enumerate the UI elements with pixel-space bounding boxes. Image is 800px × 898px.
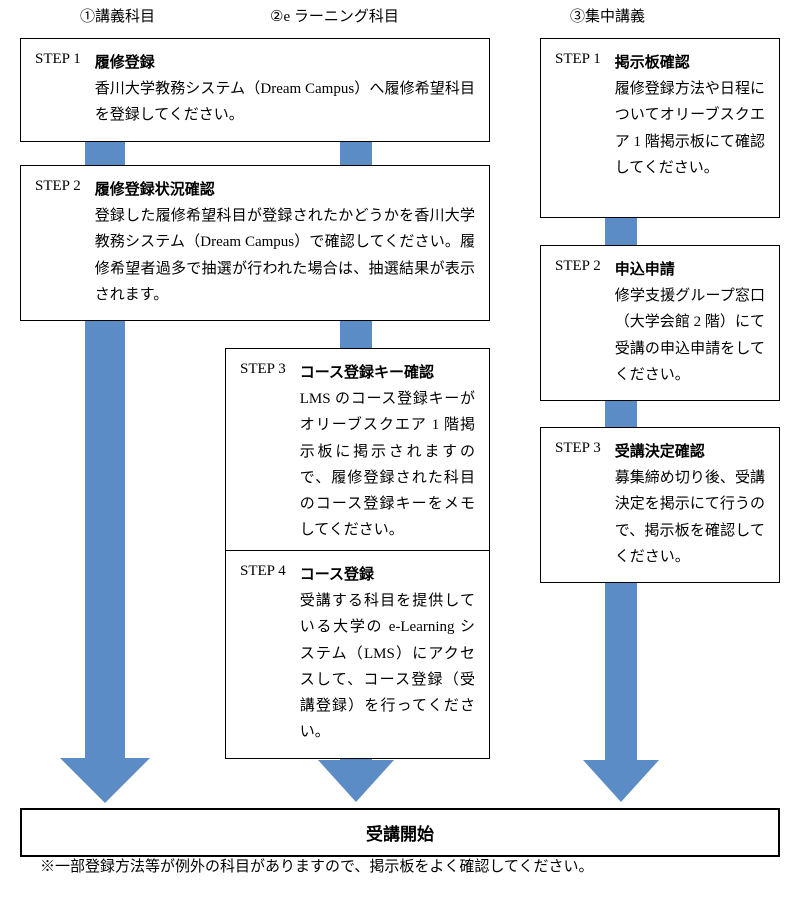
step-row: STEP 3 受講決定確認募集締め切り後、受講決定を掲示にて行うので、掲示板を確認… <box>555 440 765 570</box>
step-label: STEP 3 <box>555 440 601 570</box>
step-body: 履修登録香川大学教務システム（Dream Campus）へ履修希望科目を登録して… <box>95 51 475 129</box>
right_steps-box-0: STEP 1 掲示板確認履修登録方法や日程についてオリーブスクエア 1 階掲示板に… <box>540 38 780 218</box>
step-label: STEP 1 <box>35 51 81 129</box>
arrow-head <box>318 760 394 802</box>
step-row: STEP 1 掲示板確認履修登録方法や日程についてオリーブスクエア 1 階掲示板に… <box>555 51 765 181</box>
step-desc: 登録した履修希望科目が登録されたかどうかを香川大学教務システム（Dream Ca… <box>95 203 475 308</box>
left_steps-box-0: STEP 1 履修登録香川大学教務システム（Dream Campus）へ履修希望科… <box>20 38 490 142</box>
step-title: コース登録 <box>300 563 475 584</box>
step-title: 受講決定確認 <box>615 440 765 461</box>
column-header-col2: ②e ラーニング科目 <box>270 5 399 26</box>
step-desc: LMS のコース登録キーがオリーブスクエア 1 階掲示板に掲示されますので、履修… <box>300 386 475 544</box>
right_steps-box-1: STEP 2 申込申請修学支援グループ窓口（大学会館 2 階）にて受講の申込申請を… <box>540 245 780 401</box>
column-header-col1: ①講義科目 <box>80 5 155 26</box>
step-row: STEP 3 コース登録キー確認 LMS のコース登録キーがオリーブスクエア 1 階… <box>240 361 475 544</box>
final-box: 受講開始 <box>20 808 780 857</box>
step-desc: 履修登録方法や日程についてオリーブスクエア 1 階掲示板にて確認してください。 <box>615 76 765 181</box>
step-body: コース登録キー確認 LMS のコース登録キーがオリーブスクエア 1 階掲示板に掲示… <box>300 361 475 544</box>
step-title: 掲示板確認 <box>615 51 765 72</box>
step-desc: 募集締め切り後、受講決定を掲示にて行うので、掲示板を確認してください。 <box>615 465 765 570</box>
step-label: STEP 3 <box>240 361 286 544</box>
step-label: STEP 2 <box>35 178 81 308</box>
step-title: 申込申請 <box>615 258 765 279</box>
right_steps-box-2: STEP 3 受講決定確認募集締め切り後、受講決定を掲示にて行うので、掲示板を確認… <box>540 427 780 583</box>
arrow-head <box>60 758 150 803</box>
step-body: 履修登録状況確認登録した履修希望科目が登録されたかどうかを香川大学教務システム（… <box>95 178 475 308</box>
step-title: 履修登録状況確認 <box>95 178 475 199</box>
step-desc: 香川大学教務システム（Dream Campus）へ履修希望科目を登録してください… <box>95 76 475 129</box>
step-body: 掲示板確認履修登録方法や日程についてオリーブスクエア 1 階掲示板にて確認してく… <box>615 51 765 181</box>
left_steps-box-1: STEP 2 履修登録状況確認登録した履修希望科目が登録されたかどうかを香川大学教… <box>20 165 490 321</box>
step-row: STEP 2 申込申請修学支援グループ窓口（大学会館 2 階）にて受講の申込申請を… <box>555 258 765 388</box>
step-label: STEP 4 <box>240 563 286 746</box>
step-desc: 受講する科目を提供している大学の e-Learning システム（LMS）にアク… <box>300 588 475 746</box>
mid_steps-box-0: STEP 3 コース登録キー確認 LMS のコース登録キーがオリーブスクエア 1 階… <box>225 348 490 557</box>
step-row: STEP 4 コース登録受講する科目を提供している大学の e-Learning シ… <box>240 563 475 746</box>
mid_steps-box-1: STEP 4 コース登録受講する科目を提供している大学の e-Learning シ… <box>225 550 490 759</box>
column-header-col3: ③集中講義 <box>570 5 645 26</box>
step-row: STEP 1 履修登録香川大学教務システム（Dream Campus）へ履修希望科… <box>35 51 475 129</box>
step-title: コース登録キー確認 <box>300 361 475 382</box>
footnote: ※一部登録方法等が例外の科目がありますので、掲示板をよく確認してください。 <box>40 855 594 876</box>
step-body: 受講決定確認募集締め切り後、受講決定を掲示にて行うので、掲示板を確認してください… <box>615 440 765 570</box>
step-body: コース登録受講する科目を提供している大学の e-Learning システム（LM… <box>300 563 475 746</box>
step-body: 申込申請修学支援グループ窓口（大学会館 2 階）にて受講の申込申請をしてください… <box>615 258 765 388</box>
step-title: 履修登録 <box>95 51 475 72</box>
arrow-head <box>583 760 659 802</box>
step-label: STEP 1 <box>555 51 601 181</box>
step-label: STEP 2 <box>555 258 601 388</box>
step-row: STEP 2 履修登録状況確認登録した履修希望科目が登録されたかどうかを香川大学教… <box>35 178 475 308</box>
step-desc: 修学支援グループ窓口（大学会館 2 階）にて受講の申込申請をしてください。 <box>615 283 765 388</box>
